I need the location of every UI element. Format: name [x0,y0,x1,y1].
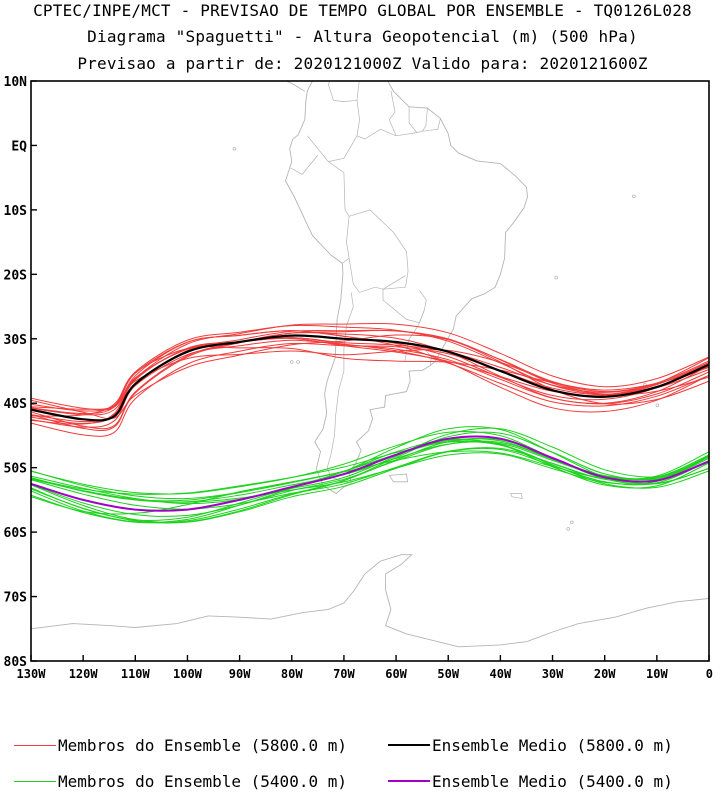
legend-row-5400: Membros do Ensemble (5400.0 m) Ensemble … [0,771,725,793]
country-border [382,286,427,324]
country-border [421,108,428,132]
ensemble-member-5400 [31,440,709,500]
lat-tick-label: 70S [4,591,28,606]
longitude-axis: 130W 120W 110W 100W 90W 80W 70W 60W 50W 40W 30W 20W… [17,655,713,681]
ensemble-member-5800 [31,334,709,420]
latitude-axis: 10N EQ 10S 20S 30S 40S 50S 60S 70S 80S [4,75,37,670]
ensemble-member-5800 [31,337,709,416]
island-marker [632,194,636,199]
falkland-islands [388,473,409,483]
ensemble-member-5800 [31,322,709,423]
country-border [343,172,350,217]
lat-tick-label: 50S [4,462,28,477]
lon-tick-label: 50W [437,667,459,681]
country-border [388,90,397,136]
legend-swatch-mean-5800 [388,744,430,746]
lat-tick-label: 10N [4,75,28,90]
ensemble-member-5800 [31,346,709,417]
ensemble-member-5800 [31,342,709,437]
central-america-coastline [285,81,306,92]
legend-swatch-mean-5400 [388,780,430,782]
country-border [356,100,365,140]
island-marker [296,360,300,364]
lon-tick-label: 10W [646,667,668,681]
country-border [326,292,354,483]
country-border [328,135,358,162]
lon-tick-label: 110W [121,667,151,681]
lon-tick-label: 130W [17,667,47,681]
legend-swatch-members-5800 [14,745,56,746]
south-georgia-island [510,493,523,500]
lon-tick-label: 0 [706,667,713,681]
lon-tick-label: 100W [173,667,203,681]
lat-tick-label: 40S [4,397,28,412]
country-border [408,106,418,133]
lon-tick-label: 70W [333,667,355,681]
legend-label-mean-5400: Ensemble Medio (5400.0 m) [432,772,673,791]
plot-frame [30,80,710,662]
ensemble-member-5400 [31,447,709,524]
lon-tick-label: 90W [229,667,251,681]
forecast-header-line-1: CPTEC/INPE/MCT - PREVISAO DE TEMPO GLOBA… [33,1,692,20]
country-border [364,118,441,140]
ensemble-member-5400 [31,452,709,503]
legend-label-members-5400: Membros do Ensemble (5400.0 m) [58,772,347,791]
ensemble-mean-5800 [31,334,709,422]
coastline-map [31,81,709,648]
island-marker [554,275,558,280]
country-border [404,339,432,366]
lat-tick-label: 10S [4,204,28,219]
country-border [342,216,350,264]
legend-row-5800: Membros do Ensemble (5800.0 m) Ensemble … [0,735,725,757]
ensemble-member-5800 [31,337,709,411]
island-marker [655,403,660,407]
lat-tick-label: 80S [4,655,28,670]
country-border [348,258,406,293]
island-marker [570,520,574,525]
lon-tick-label: 120W [69,667,99,681]
ensemble-member-5400 [31,447,709,510]
legend-swatch-members-5400 [14,781,56,782]
island-marker [290,360,294,364]
country-border [348,209,409,288]
ensemble-member-5800 [31,329,709,432]
island-marker [232,146,237,151]
lat-tick-label: EQ [11,139,27,154]
lat-tick-label: 30S [4,333,28,348]
lat-tick-label: 60S [4,526,28,541]
country-border [290,154,319,175]
legend-label-mean-5800: Ensemble Medio (5800.0 m) [432,736,673,755]
lon-tick-label: 60W [385,667,407,681]
antarctica-coastline [31,554,709,648]
lon-tick-label: 30W [542,667,564,681]
lon-tick-label: 80W [281,667,303,681]
diagram-title: Diagrama "Spaguetti" - Altura Geopotenci… [87,27,638,46]
ensemble-member-5800 [31,330,709,415]
ensemble-mean-5400 [31,435,709,512]
forecast-validity: Previsao a partir de: 2020121000Z Valido… [77,54,648,73]
lon-tick-label: 20W [594,667,616,681]
spaghetti-map: 10N EQ 10S 20S 30S 40S 50S 60S 70S 80S 130W 120W 11… [4,75,713,681]
ensemble-member-5400 [31,430,709,495]
ensemble-means [31,334,709,512]
ensemble-member-5800 [31,324,709,412]
legend-label-members-5800: Membros do Ensemble (5800.0 m) [58,736,347,755]
lat-tick-label: 20S [4,268,28,283]
ensemble-member-5800 [31,329,709,428]
island-marker [566,527,570,531]
ensemble-member-5400 [31,431,709,523]
lon-tick-label: 40W [490,667,512,681]
